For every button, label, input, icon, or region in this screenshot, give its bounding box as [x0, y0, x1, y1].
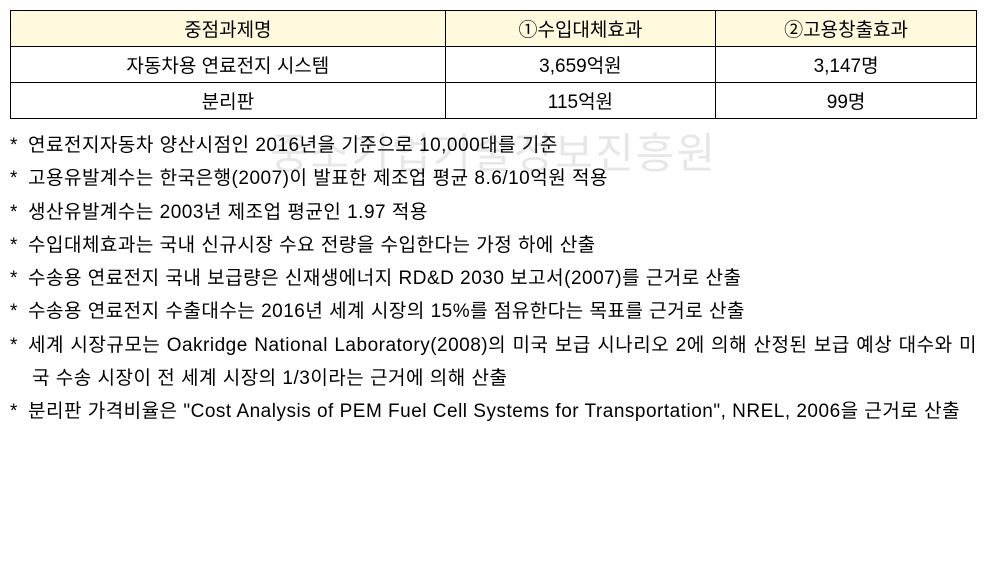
- footnote: *분리판 가격비율은 "Cost Analysis of PEM Fuel Ce…: [10, 395, 977, 428]
- footnote: *세계 시장규모는 Oakridge National Laboratory(2…: [10, 329, 977, 396]
- footnote-text: 세계 시장규모는 Oakridge National Laboratory(20…: [28, 335, 977, 389]
- footnotes-section: *연료전지자동차 양산시점인 2016년을 기준으로 10,000대를 기준 *…: [10, 129, 977, 428]
- table-header-row: 중점과제명 ①수입대체효과 ②고용창출효과: [11, 11, 977, 47]
- table-row: 자동차용 연료전지 시스템 3,659억원 3,147명: [11, 47, 977, 83]
- footnote: *생산유발계수는 2003년 제조업 평균인 1.97 적용: [10, 196, 977, 229]
- footnote-text: 연료전지자동차 양산시점인 2016년을 기준으로 10,000대를 기준: [28, 135, 558, 156]
- footnote-text: 수송용 연료전지 국내 보급량은 신재생에너지 RD&D 2030 보고서(20…: [28, 268, 741, 289]
- footnote-text: 고용유발계수는 한국은행(2007)이 발표한 제조업 평균 8.6/10억원 …: [28, 168, 608, 189]
- header-task-name: 중점과제명: [11, 11, 446, 47]
- cell-employment-creation: 3,147명: [716, 47, 977, 83]
- cell-employment-creation: 99명: [716, 83, 977, 119]
- effect-table: 중점과제명 ①수입대체효과 ②고용창출효과 자동차용 연료전지 시스템 3,65…: [10, 10, 977, 119]
- header-import-substitution: ①수입대체효과: [445, 11, 715, 47]
- cell-task-name: 자동차용 연료전지 시스템: [11, 47, 446, 83]
- header-employment-creation: ②고용창출효과: [716, 11, 977, 47]
- footnote: *수송용 연료전지 수출대수는 2016년 세계 시장의 15%를 점유한다는 …: [10, 295, 977, 328]
- footnote: *수입대체효과는 국내 신규시장 수요 전량을 수입한다는 가정 하에 산출: [10, 229, 977, 262]
- footnote: *연료전지자동차 양산시점인 2016년을 기준으로 10,000대를 기준: [10, 129, 977, 162]
- footnote-text: 수송용 연료전지 수출대수는 2016년 세계 시장의 15%를 점유한다는 목…: [28, 301, 745, 322]
- footnote-text: 수입대체효과는 국내 신규시장 수요 전량을 수입한다는 가정 하에 산출: [28, 235, 596, 256]
- footnote-text: 생산유발계수는 2003년 제조업 평균인 1.97 적용: [28, 202, 428, 223]
- cell-import-substitution: 3,659억원: [445, 47, 715, 83]
- cell-import-substitution: 115억원: [445, 83, 715, 119]
- cell-task-name: 분리판: [11, 83, 446, 119]
- footnote: *고용유발계수는 한국은행(2007)이 발표한 제조업 평균 8.6/10억원…: [10, 162, 977, 195]
- table-row: 분리판 115억원 99명: [11, 83, 977, 119]
- footnote: *수송용 연료전지 국내 보급량은 신재생에너지 RD&D 2030 보고서(2…: [10, 262, 977, 295]
- footnote-text: 분리판 가격비율은 "Cost Analysis of PEM Fuel Cel…: [28, 401, 960, 422]
